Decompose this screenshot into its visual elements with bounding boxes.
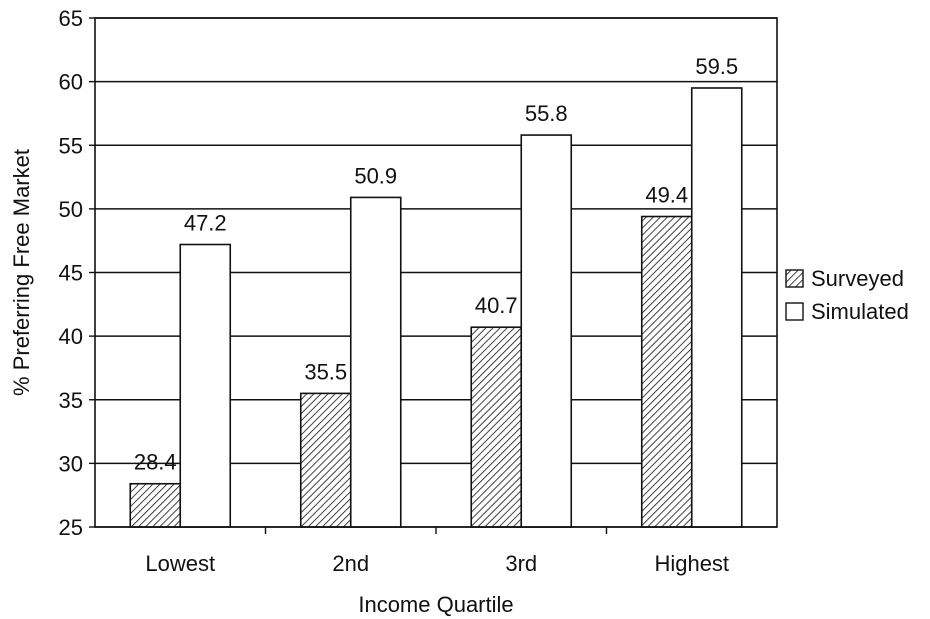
data-labels: 28.4 47.2 35.5 50.9 40.7 55.8 49.4 59.5 (134, 54, 738, 475)
data-label: 35.5 (304, 359, 347, 384)
data-label: 55.8 (525, 101, 568, 126)
x-axis: Lowest 2nd 3rd Highest (145, 527, 729, 576)
data-label: 40.7 (475, 293, 518, 318)
bar-simulated-lowest (179, 243, 232, 528)
legend-swatch-simulated (785, 302, 804, 321)
bar-surveyed-2nd (299, 392, 352, 528)
bar-simulated-2nd (349, 196, 402, 528)
data-label: 59.5 (695, 54, 738, 79)
bar-simulated-3rd (520, 134, 573, 528)
x-tick-label: 2nd (332, 551, 369, 576)
data-label: 47.2 (184, 211, 227, 236)
bar-surveyed-3rd (470, 326, 523, 528)
y-tick-label: 45 (59, 261, 83, 286)
legend: Surveyed Simulated (785, 266, 909, 324)
bar-surveyed-lowest (129, 482, 182, 528)
data-label: 49.4 (645, 183, 688, 208)
y-tick-label: 35 (59, 388, 83, 413)
y-axis-title: % Preferring Free Market (9, 149, 34, 396)
y-tick-label: 50 (59, 197, 83, 222)
y-tick-label: 25 (59, 515, 83, 540)
x-tick-label: 3rd (505, 551, 537, 576)
data-label: 50.9 (354, 163, 397, 188)
bar-simulated-highest (690, 87, 743, 528)
bars (129, 87, 743, 528)
y-tick-label: 55 (59, 133, 83, 158)
data-label: 28.4 (134, 450, 177, 475)
y-axis: 25 30 35 40 45 50 55 60 65 (59, 6, 95, 540)
legend-swatch-surveyed (785, 269, 804, 288)
y-tick-label: 65 (59, 6, 83, 31)
legend-label-simulated: Simulated (811, 299, 909, 324)
legend-label-surveyed: Surveyed (811, 266, 904, 291)
x-tick-label: Lowest (145, 551, 215, 576)
x-tick-label: Highest (654, 551, 729, 576)
bar-surveyed-highest (640, 215, 693, 528)
x-axis-title: Income Quartile (358, 592, 513, 617)
y-tick-label: 60 (59, 70, 83, 95)
y-tick-label: 40 (59, 324, 83, 349)
y-tick-label: 30 (59, 451, 83, 476)
